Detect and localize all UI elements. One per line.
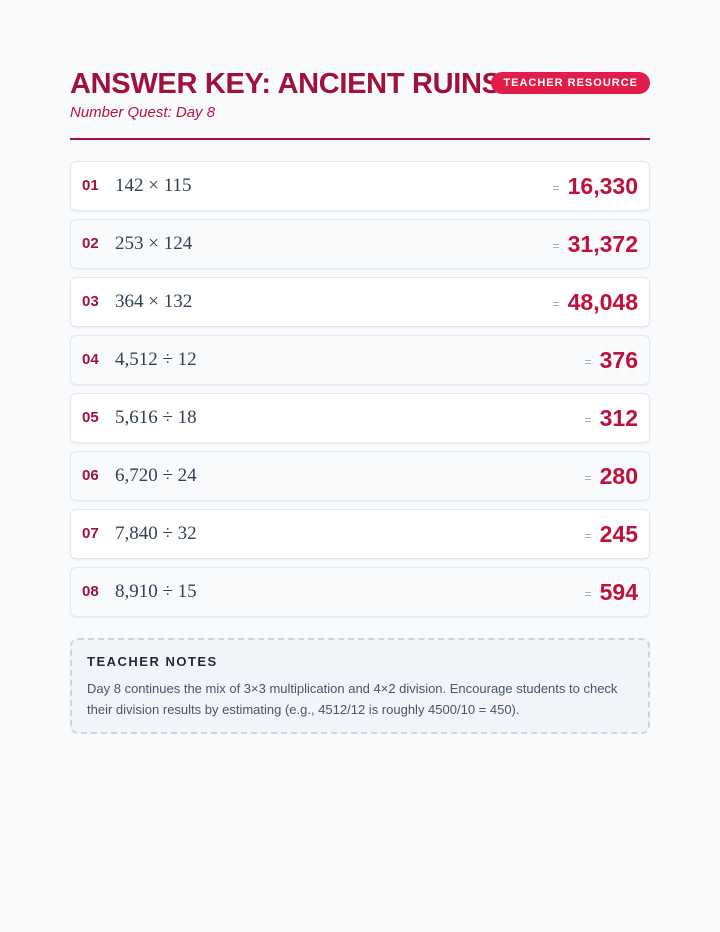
problem-row: 01 142 × 115 = 16,330 bbox=[70, 161, 650, 211]
answer: 312 bbox=[599, 405, 638, 431]
subtitle: Number Quest: Day 8 bbox=[70, 104, 216, 121]
problem-expression: 8,910 ÷ 15 bbox=[115, 581, 197, 602]
answer-group: = 48,048 bbox=[553, 289, 638, 316]
notes-box: TEACHER NOTES Day 8 continues the mix of… bbox=[70, 638, 650, 734]
equals-sign: = bbox=[584, 412, 592, 427]
notes-title: TEACHER NOTES bbox=[87, 654, 218, 669]
answer-group: = 16,330 bbox=[553, 173, 638, 200]
problem-row: 03 364 × 132 = 48,048 bbox=[70, 277, 650, 327]
problem-expression: 253 × 124 bbox=[115, 233, 193, 254]
problem-number: 01 bbox=[82, 177, 99, 194]
equals-sign: = bbox=[584, 470, 592, 485]
problem-expression: 4,512 ÷ 12 bbox=[115, 349, 197, 370]
equals-sign: = bbox=[584, 586, 592, 601]
problem-list: 01 142 × 115 = 16,330 02 253 × 124 = 31,372 03 36… bbox=[70, 161, 650, 617]
problem-number: 02 bbox=[82, 235, 99, 252]
problem-expression: 6,720 ÷ 24 bbox=[115, 465, 197, 486]
problem-row: 05 5,616 ÷ 18 = 312 bbox=[70, 393, 650, 443]
equals-sign: = bbox=[584, 354, 592, 369]
problem-expression: 7,840 ÷ 32 bbox=[115, 523, 197, 544]
problem-row: 08 8,910 ÷ 15 = 594 bbox=[70, 567, 650, 617]
problem-row: 02 253 × 124 = 31,372 bbox=[70, 219, 650, 269]
answer: 376 bbox=[599, 347, 638, 373]
title: ANSWER KEY: ANCIENT RUINS bbox=[70, 68, 501, 100]
problem-expression: 5,616 ÷ 18 bbox=[115, 407, 197, 428]
problem-expression: 364 × 132 bbox=[115, 291, 193, 312]
problem-number: 07 bbox=[82, 525, 99, 542]
answer: 594 bbox=[599, 579, 638, 605]
answer-group: = 312 bbox=[585, 405, 638, 432]
answer: 280 bbox=[599, 463, 638, 489]
equals-sign: = bbox=[584, 528, 592, 543]
problem-row: 07 7,840 ÷ 32 = 245 bbox=[70, 509, 650, 559]
problem-number: 03 bbox=[82, 293, 99, 310]
answer-group: = 376 bbox=[585, 347, 638, 374]
answer-group: = 31,372 bbox=[553, 231, 638, 258]
notes-text: Day 8 continues the mix of 3×3 multiplic… bbox=[87, 681, 618, 717]
equals-sign: = bbox=[552, 238, 560, 253]
answer: 16,330 bbox=[567, 173, 638, 199]
answer-group: = 245 bbox=[585, 521, 638, 548]
problem-row: 06 6,720 ÷ 24 = 280 bbox=[70, 451, 650, 501]
problem-number: 06 bbox=[82, 467, 99, 484]
answer: 31,372 bbox=[567, 231, 638, 257]
answer-key: ANSWER KEY: ANCIENT RUINS Number Quest: … bbox=[70, 0, 650, 734]
problem-row: 04 4,512 ÷ 12 = 376 bbox=[70, 335, 650, 385]
equals-sign: = bbox=[552, 296, 560, 311]
answer: 245 bbox=[599, 521, 638, 547]
answer: 48,048 bbox=[567, 289, 638, 315]
problem-number: 08 bbox=[82, 583, 99, 600]
problem-number: 05 bbox=[82, 409, 99, 426]
problem-number: 04 bbox=[82, 351, 99, 368]
header: ANSWER KEY: ANCIENT RUINS Number Quest: … bbox=[70, 0, 650, 140]
answer-group: = 594 bbox=[585, 579, 638, 606]
badge: TEACHER RESOURCE bbox=[491, 72, 650, 94]
problem-expression: 142 × 115 bbox=[115, 175, 192, 196]
answer-group: = 280 bbox=[585, 463, 638, 490]
equals-sign: = bbox=[552, 180, 560, 195]
